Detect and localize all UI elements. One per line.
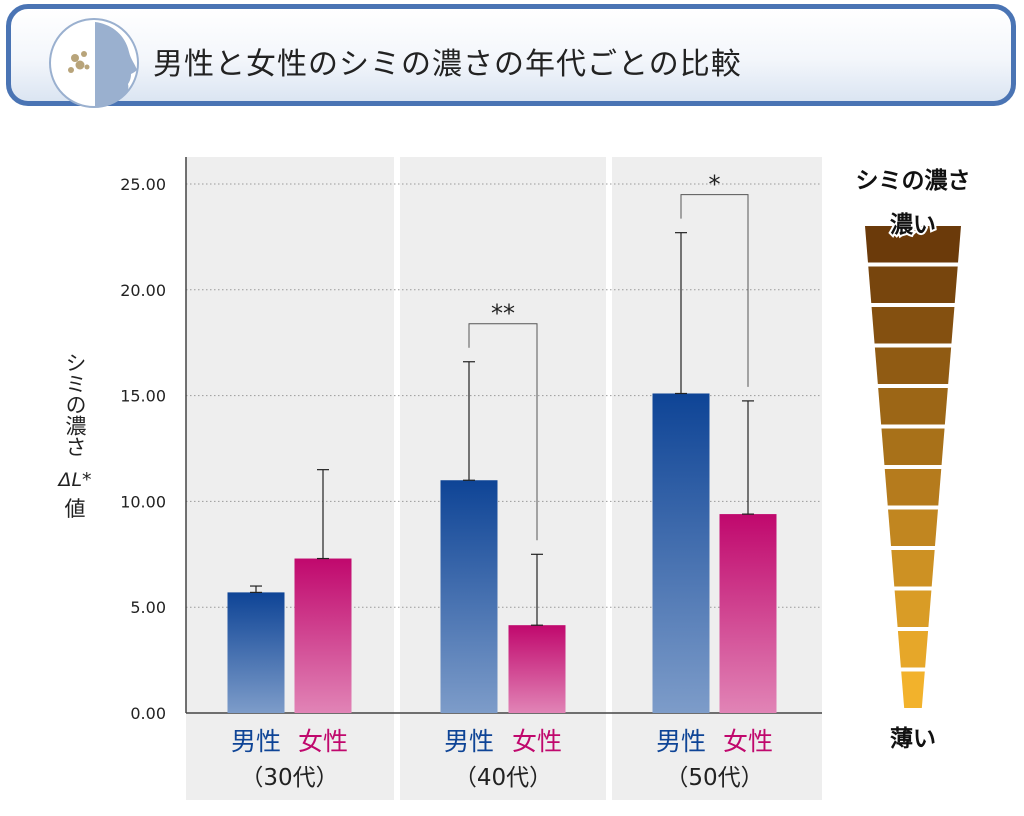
scale-label-dark: 濃い (890, 212, 936, 238)
x-label-age: （30代） (240, 765, 338, 791)
scale-segment (878, 388, 948, 425)
scale-label-light: 薄い (890, 726, 936, 752)
scale-segment (881, 428, 945, 465)
x-label-male: 男性 (231, 727, 281, 756)
title-banner: 男性と女性のシミの濃さの年代ごとの比較 (6, 4, 1016, 108)
significance-bracket (468, 323, 538, 541)
y-tick-label: 25.00 (120, 175, 166, 194)
x-label-age: （50代） (665, 765, 763, 791)
x-label-female: 女性 (298, 727, 348, 756)
scale-title: シミの濃さ (856, 168, 971, 194)
bar-female-1 (294, 558, 352, 713)
scale-segment (894, 590, 932, 627)
y-tick-label: 5.00 (130, 598, 166, 617)
x-label-male: 男性 (656, 727, 706, 756)
bar-male-3 (652, 393, 710, 713)
scale-segment (888, 509, 938, 546)
scale-segment (874, 347, 952, 384)
scale-segment (865, 226, 961, 263)
significance-bracket (680, 194, 749, 387)
x-label-female: 女性 (723, 727, 773, 756)
y-axis-label-unit: 値 (65, 497, 86, 521)
page-title: 男性と女性のシミの濃さの年代ごとの比較 (153, 47, 742, 82)
y-tick-label: 20.00 (120, 281, 166, 300)
significance-mark: * (709, 171, 721, 199)
scale-segment (868, 266, 958, 303)
scale-segment (871, 307, 955, 344)
bar-male-2 (440, 480, 498, 713)
x-label-female: 女性 (512, 727, 562, 756)
x-label-male: 男性 (444, 727, 494, 756)
face-icon (49, 18, 139, 108)
significance-mark: ** (491, 300, 515, 328)
scale-segment (891, 550, 935, 587)
bar-female-3 (719, 514, 777, 713)
panel-2 (400, 157, 606, 800)
bar-male-1 (227, 592, 285, 713)
panel-1 (186, 157, 394, 800)
y-tick-label: 10.00 (120, 492, 166, 511)
scale-segment (897, 631, 929, 668)
y-axis-label-delta: ΔL* (56, 469, 91, 491)
panel-3 (612, 157, 822, 800)
x-label-age: （40代） (454, 765, 552, 791)
y-tick-label: 15.00 (120, 387, 166, 406)
bar-female-2 (508, 625, 566, 713)
scale-segment (884, 469, 942, 506)
y-tick-label: 0.00 (130, 704, 166, 723)
y-axis-label: シミの濃さ (63, 352, 87, 457)
scale-segment (901, 671, 925, 708)
